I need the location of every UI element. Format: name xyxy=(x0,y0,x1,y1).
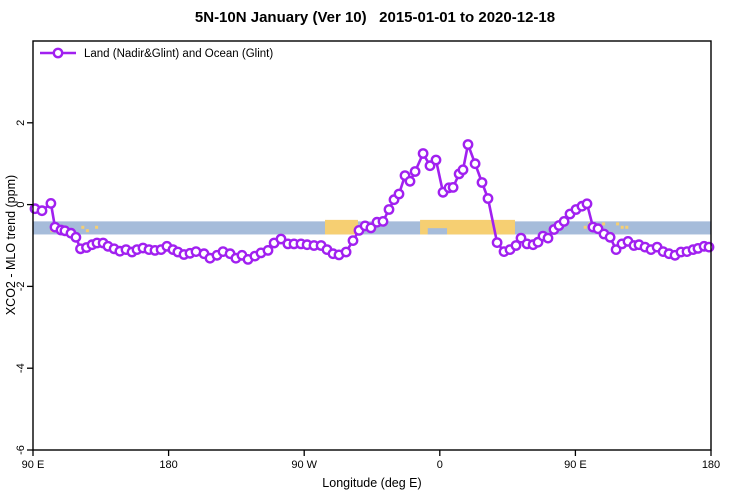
x-tick-label: 180 xyxy=(702,459,720,471)
data-point xyxy=(275,233,287,245)
data-point xyxy=(377,215,389,227)
y-tick-label: -4 xyxy=(15,363,27,373)
x-tick-label: 0 xyxy=(437,459,443,471)
coast-notch xyxy=(427,228,448,235)
data-point xyxy=(447,181,459,193)
y-tick-label: -6 xyxy=(15,445,27,455)
data-point xyxy=(558,215,570,227)
land-speckle xyxy=(95,225,99,229)
land-speckle xyxy=(620,225,624,229)
data-point xyxy=(476,177,488,188)
land-patch xyxy=(324,219,358,235)
data-point xyxy=(417,148,429,159)
data-point xyxy=(482,193,494,204)
x-axis-title: Longitude (deg E) xyxy=(322,476,422,490)
land-speckle xyxy=(583,225,587,229)
data-point xyxy=(409,166,421,177)
data-point xyxy=(262,244,274,256)
series-markers xyxy=(29,139,715,265)
data-point xyxy=(383,204,395,215)
data-point xyxy=(404,175,416,187)
land-speckle xyxy=(625,225,629,229)
data-point xyxy=(469,158,481,170)
legend: Land (Nadir&Glint) and Ocean (Glint) xyxy=(40,47,273,60)
chart-title: 5N-10N January (Ver 10) 2015-01-01 to 20… xyxy=(194,9,556,26)
data-point xyxy=(462,139,474,150)
data-point xyxy=(491,237,503,249)
land-speckle xyxy=(616,222,620,226)
legend-marker-icon xyxy=(52,47,64,59)
y-tick-label: 0 xyxy=(15,202,27,208)
data-point xyxy=(581,198,593,210)
data-point xyxy=(510,240,522,251)
data-point xyxy=(393,188,405,200)
data-point xyxy=(45,197,57,209)
y-tick-label: -2 xyxy=(15,282,27,292)
land-speckle xyxy=(602,222,606,226)
x-tick-label: 180 xyxy=(159,459,177,471)
y-tick-label: 2 xyxy=(15,120,27,126)
data-point xyxy=(457,164,469,176)
x-tick-label: 90 E xyxy=(564,459,587,471)
land-speckle xyxy=(85,229,89,233)
land-speckle xyxy=(81,225,85,229)
data-point xyxy=(340,246,352,258)
x-tick-label: 90 W xyxy=(291,459,317,471)
data-point xyxy=(703,241,715,253)
data-point xyxy=(70,231,82,243)
x-tick-label: 90 E xyxy=(22,459,45,471)
data-point xyxy=(36,205,48,217)
data-point xyxy=(604,231,616,243)
data-point xyxy=(542,232,554,244)
plot-border xyxy=(32,40,712,451)
legend-label: Land (Nadir&Glint) and Ocean (Glint) xyxy=(84,48,273,60)
data-point xyxy=(347,235,359,247)
y-axis-title: XCO2 - MLO trend (ppm) xyxy=(4,174,18,316)
data-point xyxy=(430,154,442,166)
